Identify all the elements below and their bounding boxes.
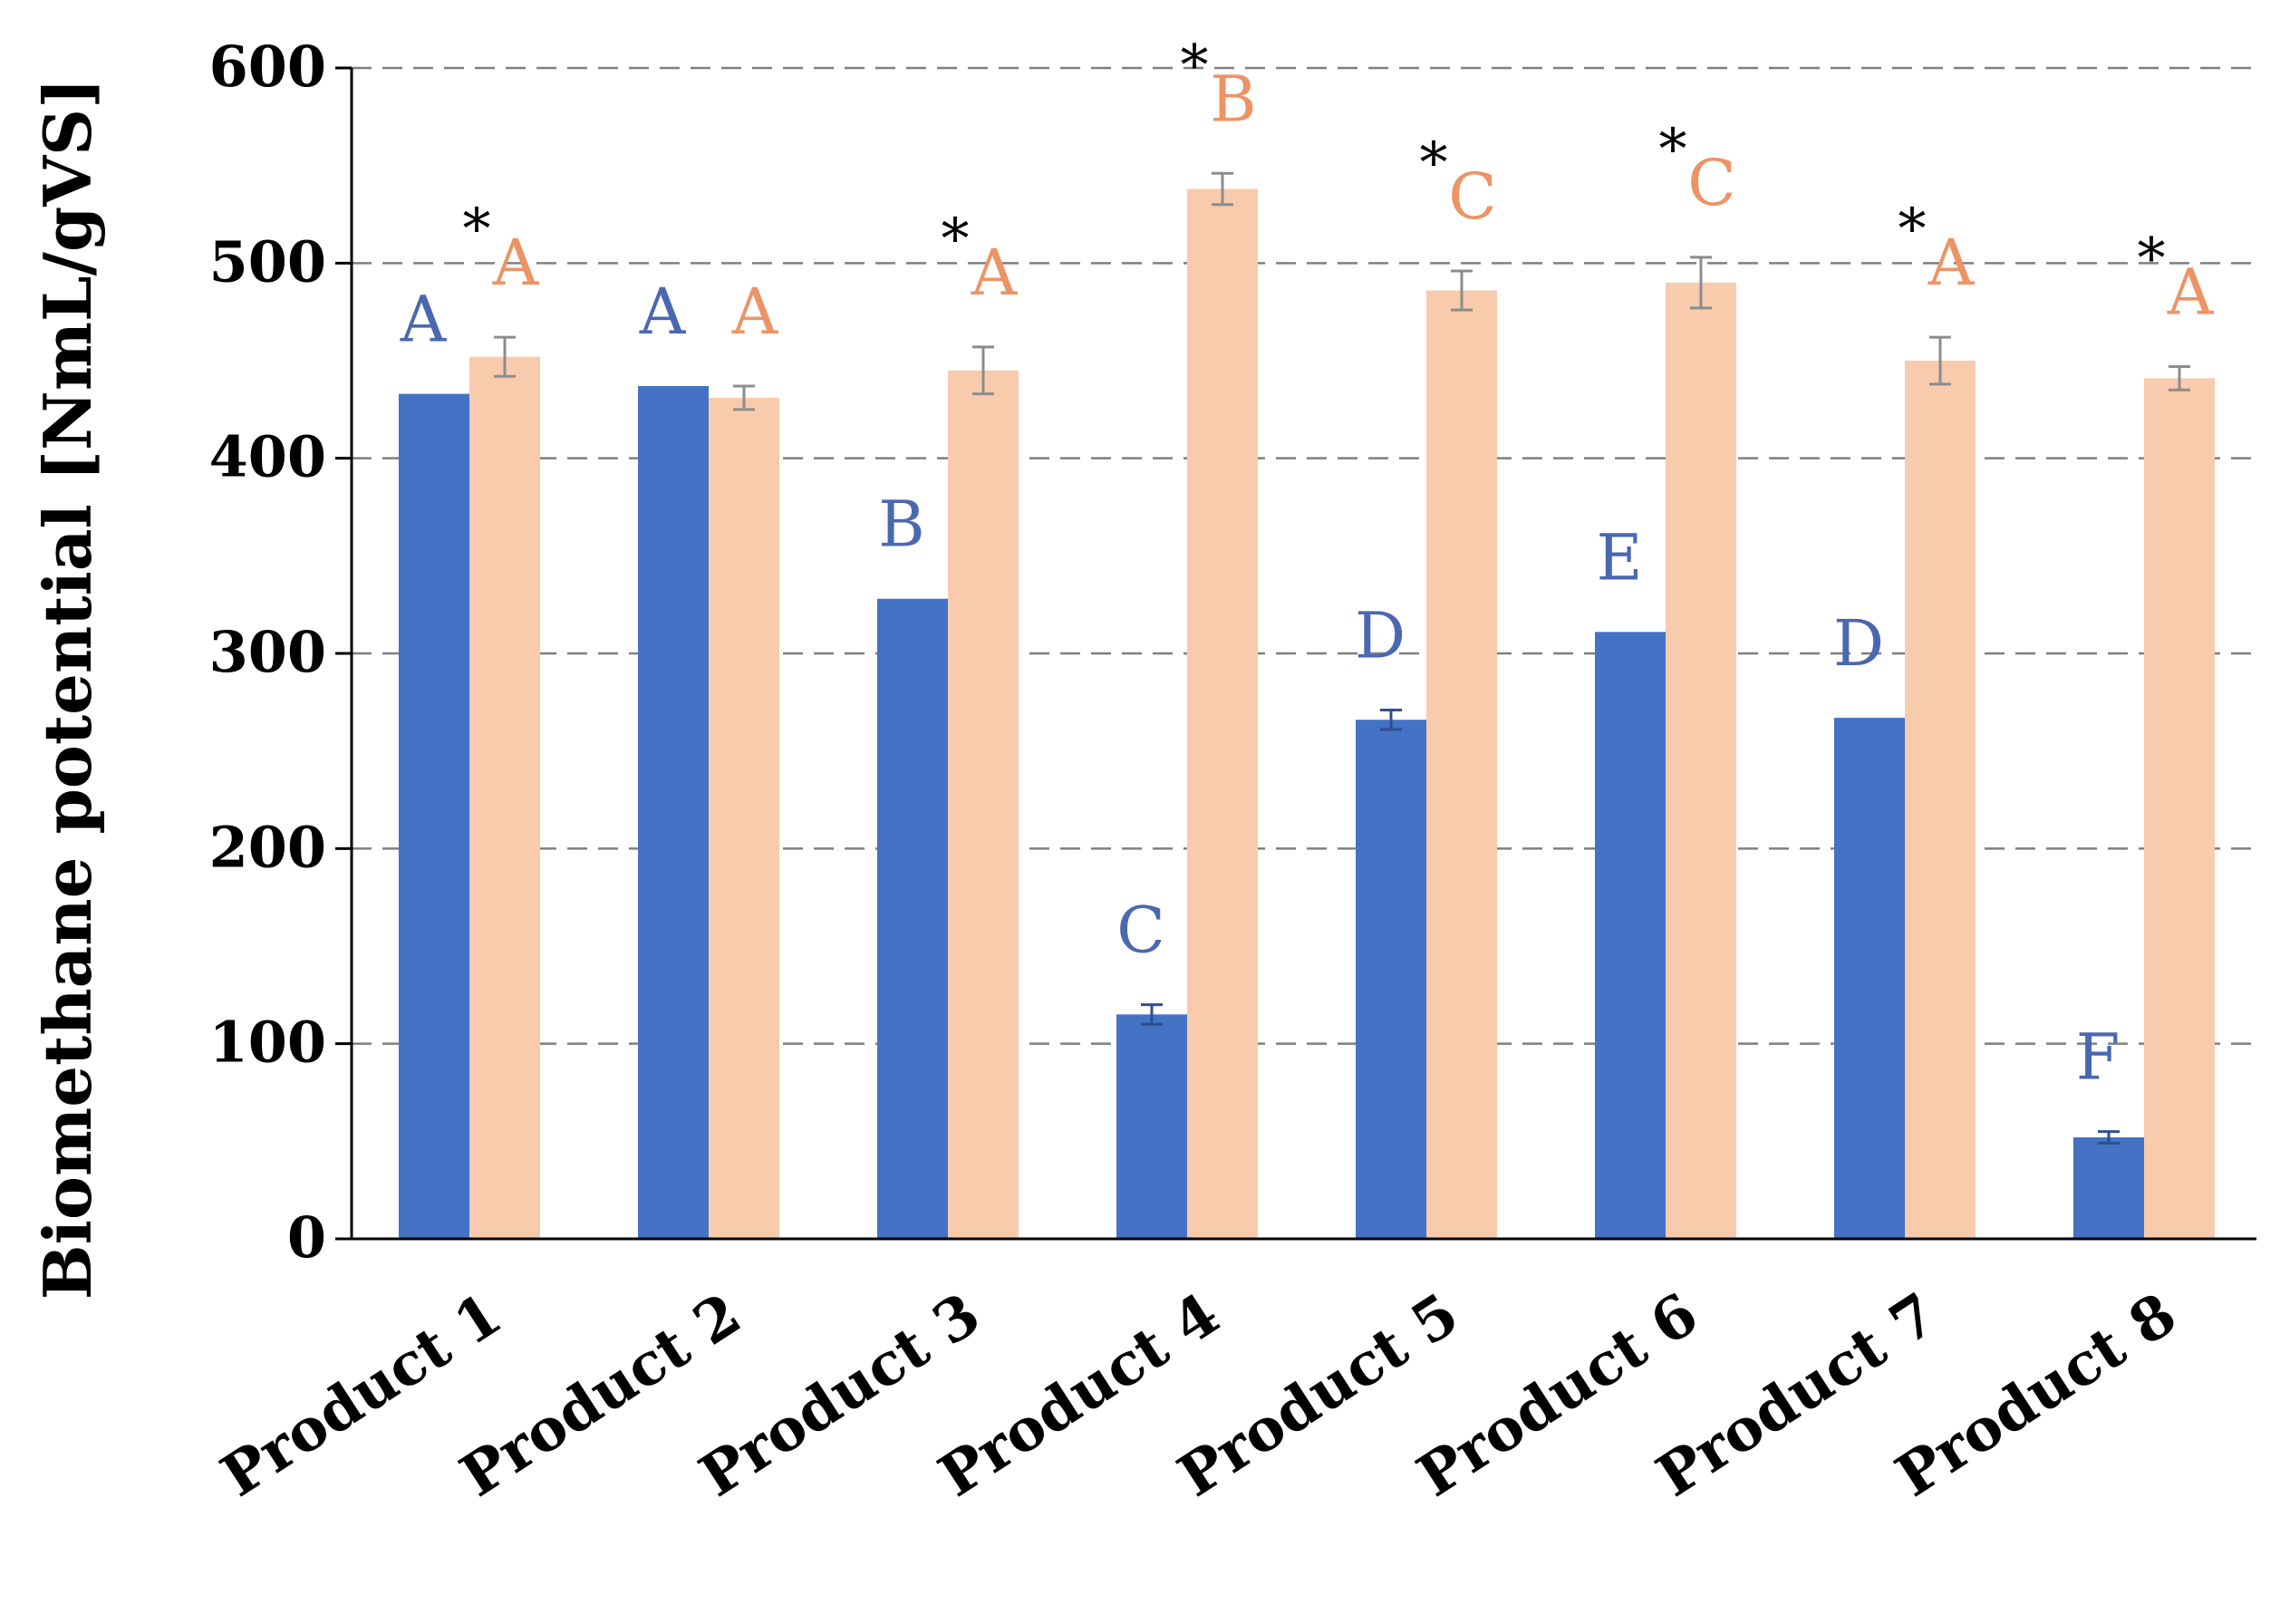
- y-tick-label: 500: [209, 228, 326, 295]
- bars: [399, 188, 2215, 1240]
- bar-series-1-8: [2073, 1137, 2144, 1239]
- y-tick-label: 300: [209, 619, 326, 685]
- error-bars: [494, 171, 2190, 1145]
- bar-series-2-4: [1187, 188, 1258, 1239]
- significance-letter: B: [878, 488, 924, 562]
- y-tick-label: 400: [209, 424, 326, 490]
- bar-series-1-5: [1356, 720, 1426, 1239]
- significance-letter: A: [1927, 226, 1976, 300]
- bar-series-2-5: [1426, 290, 1497, 1240]
- significance-letter: B: [1210, 62, 1256, 136]
- bar-series-1-6: [1595, 632, 1666, 1239]
- significance-letter: D: [1833, 606, 1884, 681]
- y-tick-label: 0: [287, 1204, 326, 1271]
- significance-letter: A: [492, 226, 540, 300]
- axes: [350, 68, 2256, 1241]
- significance-letter: D: [1355, 598, 1406, 672]
- y-tick-label: 200: [209, 814, 326, 880]
- significance-star: *: [1420, 130, 1448, 196]
- y-axis-title: Biomethane potential [NmL/gVS]: [29, 78, 106, 1300]
- significance-letter: C: [1687, 146, 1736, 220]
- significance-letter: A: [971, 236, 1019, 310]
- bar-series-1-1: [399, 393, 469, 1239]
- significance-letter: E: [1596, 520, 1642, 594]
- significance-letter: A: [2167, 255, 2215, 329]
- bar-series-1-7: [1834, 718, 1905, 1239]
- significance-star: *: [463, 196, 491, 262]
- bar-series-1-4: [1116, 1014, 1187, 1239]
- bar-series-2-1: [469, 356, 540, 1239]
- bar-series-1-2: [638, 385, 709, 1239]
- significance-letter: A: [639, 275, 687, 349]
- significance-star: *: [1181, 32, 1209, 98]
- significance-star: *: [2138, 225, 2166, 291]
- bar-series-2-6: [1666, 282, 1736, 1239]
- bar-series-2-2: [709, 397, 779, 1239]
- significance-letter: F: [2076, 1020, 2121, 1095]
- significance-star: *: [942, 206, 970, 272]
- significance-letter: C: [1448, 160, 1497, 234]
- significance-star: *: [1659, 116, 1687, 182]
- y-tick-label: 100: [209, 1010, 326, 1076]
- significance-stars: * * * * * * *: [463, 32, 2166, 291]
- significance-star: *: [1898, 196, 1927, 262]
- bar-series-2-8: [2144, 378, 2215, 1239]
- bar-series-1-3: [877, 598, 948, 1239]
- significance-letter: A: [400, 283, 448, 357]
- bar-series-2-7: [1905, 361, 1976, 1239]
- significance-letter: A: [731, 275, 779, 349]
- y-tick-labels: 0 100 200 300 400 500 600: [209, 34, 326, 1271]
- y-tick-label: 600: [209, 34, 326, 100]
- significance-letter: C: [1116, 894, 1165, 968]
- bar-series-2-3: [948, 370, 1019, 1239]
